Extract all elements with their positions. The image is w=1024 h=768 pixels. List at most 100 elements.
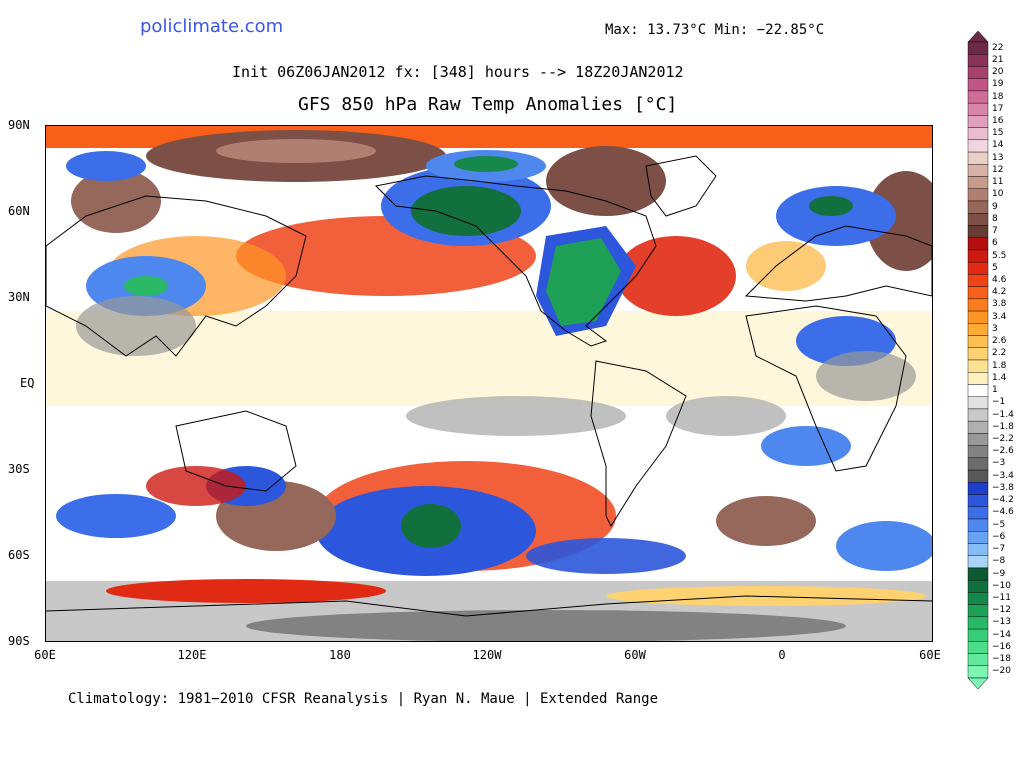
colorbar-label: 1 [992, 385, 998, 396]
map-title: GFS 850 hPa Raw Temp Anomalies [°C] [298, 94, 678, 115]
colorbar-label: −18 [992, 654, 1011, 665]
colorbar-label: 16 [992, 116, 1004, 126]
colorbar-label: −4.6 [992, 507, 1014, 518]
footer-credits: Climatology: 1981−2010 CFSR Reanalysis |… [68, 691, 659, 707]
colorbar-label: 3.4 [992, 311, 1007, 322]
colorbar-label: −3.4 [992, 470, 1014, 481]
colorbar-label: 8 [992, 213, 998, 224]
colorbar-swatch [967, 555, 989, 569]
colorbar-swatch [967, 420, 989, 434]
lon-label: 0 [778, 648, 786, 662]
colorbar-label: 4.6 [992, 275, 1007, 285]
colorbar-label: −2.2 [992, 434, 1014, 444]
colorbar-swatch [967, 225, 989, 238]
colorbar-swatch [967, 543, 989, 556]
colorbar-label: −20 [992, 666, 1011, 677]
colorbar-swatch [967, 274, 989, 287]
colorbar-swatch [967, 579, 989, 593]
colorbar-label: 9 [992, 201, 998, 212]
colorbar-label: −2.6 [992, 446, 1014, 457]
colorbar-swatch [967, 151, 989, 165]
lat-label: EQ [20, 376, 35, 390]
colorbar-label: 1.4 [992, 372, 1007, 383]
lat-label: 60S [8, 548, 30, 562]
lon-label: 180 [329, 648, 351, 662]
lon-label: 120E [177, 648, 207, 662]
colorbar-swatch [967, 359, 989, 373]
site-name: policlimate.com [140, 16, 284, 37]
lat-label: 60N [8, 204, 30, 218]
colorbar-swatch [967, 408, 989, 422]
colorbar-swatch [967, 41, 989, 55]
colorbar-swatch [967, 494, 989, 507]
lon-label: 60E [34, 648, 56, 662]
colorbar-swatch [967, 506, 989, 520]
colorbar-swatch [967, 518, 989, 532]
colorbar-label: 17 [992, 103, 1004, 114]
colorbar-label: 2.6 [992, 336, 1007, 347]
colorbar-swatch [967, 261, 989, 275]
init-line: Init 06Z06JAN2012 fx: [348] hours --> 18… [232, 63, 684, 81]
colorbar-label: 12 [992, 164, 1004, 175]
colorbar-label: 10 [992, 189, 1004, 200]
colorbar-label: 15 [992, 128, 1004, 139]
colorbar-label: −11 [992, 593, 1011, 603]
colorbar-swatch [967, 213, 989, 226]
colorbar-swatch [967, 237, 989, 251]
colorbar-swatch [967, 604, 989, 618]
colorbar-label: −3.8 [992, 482, 1014, 493]
colorbar-label: 1.8 [992, 360, 1007, 371]
colorbar-label: 5.5 [992, 250, 1007, 261]
colorbar-swatch [967, 384, 989, 397]
colorbar-swatch [967, 164, 989, 177]
colorbar-label: 4.2 [992, 287, 1007, 298]
colorbar-label: −10 [992, 580, 1011, 591]
colorbar-label: −8 [992, 556, 1006, 567]
colorbar-swatch [967, 54, 989, 67]
colorbar-label: 7 [992, 226, 998, 237]
colorbar-swatch [967, 653, 989, 666]
colorbar-swatch [967, 102, 989, 116]
lat-label: 30S [8, 462, 30, 476]
lat-label: 90S [8, 634, 30, 648]
colorbar-label: 6 [992, 238, 998, 249]
colorbar-swatch [967, 396, 989, 410]
colorbar-swatch [967, 531, 989, 544]
lat-label: 30N [8, 290, 30, 304]
colorbar-label: −13 [992, 617, 1011, 628]
colorbar-swatch [967, 628, 989, 642]
colorbar-max-arrow [967, 30, 989, 43]
colorbar-swatch [967, 176, 989, 189]
colorbar-label: −16 [992, 641, 1011, 652]
colorbar-swatch [967, 323, 989, 336]
colorbar-label: 14 [992, 140, 1004, 151]
colorbar-label: −14 [992, 629, 1011, 640]
colorbar-label: −1.4 [992, 409, 1014, 420]
colorbar-swatch [967, 445, 989, 459]
colorbar-swatch [967, 139, 989, 153]
colorbar-label: 2.2 [992, 348, 1007, 359]
colorbar-label: 13 [992, 152, 1004, 163]
colorbar-swatch [967, 482, 989, 495]
colorbar-swatch [967, 592, 989, 605]
colorbar-label: −7 [992, 544, 1006, 555]
colorbar-label: 5 [992, 262, 998, 273]
colorbar-label: −6 [992, 531, 1006, 542]
colorbar-swatch [967, 616, 989, 630]
lon-label: 120W [472, 648, 502, 662]
lon-label: 60E [919, 648, 941, 662]
colorbar-swatch [967, 286, 989, 300]
colorbar-swatch [967, 665, 989, 679]
colorbar-swatch [967, 347, 989, 361]
colorbar-swatch [967, 641, 989, 654]
colorbar-label: −4.2 [992, 495, 1014, 506]
colorbar-swatch [967, 90, 989, 104]
colorbar-swatch [967, 433, 989, 446]
colorbar-swatch [967, 200, 989, 214]
colorbar-min-arrow [967, 677, 989, 690]
colorbar-label: 3 [992, 323, 998, 334]
colorbar-label: −5 [992, 519, 1006, 530]
colorbar-swatch [967, 188, 989, 202]
colorbar-swatch [967, 310, 989, 324]
colorbar-swatch [967, 469, 989, 483]
